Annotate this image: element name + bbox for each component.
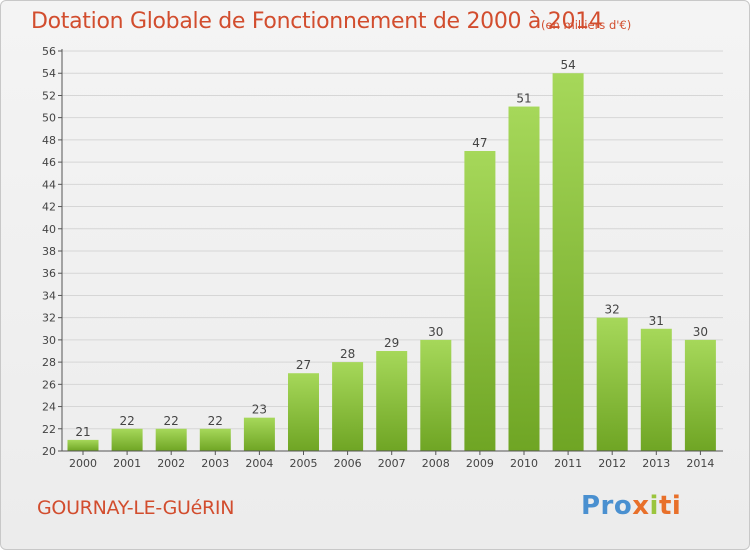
y-tick-label: 20	[42, 445, 56, 458]
bar-2007[interactable]	[376, 351, 408, 451]
y-tick-label: 46	[42, 156, 56, 169]
bar-2013[interactable]	[640, 328, 672, 451]
y-tick-label: 30	[42, 334, 56, 347]
y-tick-label: 50	[42, 112, 56, 125]
bar-2008[interactable]	[420, 339, 452, 451]
bar-2012[interactable]	[596, 317, 628, 451]
value-label: 22	[119, 414, 134, 428]
y-tick-label: 32	[42, 312, 56, 325]
bar-2000[interactable]	[67, 439, 99, 451]
chart-title: Dotation Globale de Fonctionnement de 20…	[31, 9, 603, 34]
x-tick-label: 2012	[598, 457, 626, 470]
bar-2001[interactable]	[111, 428, 143, 451]
x-tick-label: 2004	[245, 457, 273, 470]
value-label: 31	[649, 314, 664, 328]
x-tick-label: 2008	[422, 457, 450, 470]
x-tick-label: 2005	[290, 457, 318, 470]
x-tick-label: 2002	[157, 457, 185, 470]
bar-2009[interactable]	[464, 151, 496, 451]
x-tick-label: 2009	[466, 457, 494, 470]
bar-2011[interactable]	[552, 73, 584, 451]
x-tick-label: 2000	[69, 457, 97, 470]
bars	[67, 73, 716, 452]
commune-name: GOURNAY-LE-GUéRIN	[37, 497, 235, 519]
y-tick-label: 34	[42, 289, 56, 302]
bar-2003[interactable]	[199, 428, 231, 451]
x-tick-label: 2003	[201, 457, 229, 470]
y-tick-label: 22	[42, 423, 56, 436]
bar-2006[interactable]	[332, 362, 364, 451]
y-tick-label: 26	[42, 378, 56, 391]
proxiti-logo[interactable]: Proxiti	[581, 491, 681, 521]
value-label: 27	[296, 358, 311, 372]
y-tick-label: 42	[42, 201, 56, 214]
y-tick-label: 48	[42, 134, 56, 147]
value-label: 28	[340, 347, 355, 361]
y-axis-ticks: 20 22 24 26 28 30 32 34 36 38 40 42 44 46 48 50 52 54 56	[42, 45, 62, 458]
x-tick-label: 2010	[510, 457, 538, 470]
y-tick-label: 40	[42, 223, 56, 236]
value-labels: 21 22 22 22 23 27 28 29 30 47 51 54 32 31 30	[75, 58, 708, 439]
y-tick-label: 52	[42, 89, 56, 102]
bar-2005[interactable]	[288, 373, 319, 451]
value-label: 30	[428, 325, 443, 339]
x-tick-label: 2006	[334, 457, 362, 470]
value-label: 30	[693, 325, 708, 339]
y-tick-label: 28	[42, 356, 56, 369]
logo-part-1: Pro	[581, 491, 633, 521]
x-tick-label: 2011	[554, 457, 582, 470]
value-label: 51	[516, 92, 531, 106]
bar-2014[interactable]	[684, 339, 716, 451]
value-label: 22	[208, 414, 223, 428]
value-label: 21	[75, 425, 90, 439]
value-label: 23	[252, 403, 267, 417]
chart-unit: (en milliers d'€)	[541, 18, 632, 32]
value-label: 54	[560, 58, 575, 72]
value-label: 22	[164, 414, 179, 428]
logo-part-2: x	[632, 491, 650, 521]
y-tick-label: 36	[42, 267, 56, 280]
y-tick-label: 24	[42, 401, 56, 414]
x-tick-label: 2001	[113, 457, 141, 470]
x-axis-ticks: 2000 2001 2002 2003 2004 2005 2006 2007 2008 2009…	[69, 451, 714, 470]
logo-part-4: ti	[658, 491, 682, 521]
x-tick-label: 2014	[686, 457, 714, 470]
logo-part-3: i	[649, 491, 659, 521]
value-label: 29	[384, 336, 399, 350]
y-tick-label: 56	[42, 45, 56, 58]
y-tick-label: 54	[42, 67, 56, 80]
x-tick-label: 2013	[642, 457, 670, 470]
bar-2010[interactable]	[508, 106, 540, 452]
value-label: 32	[605, 303, 620, 317]
bar-2004[interactable]	[243, 417, 275, 451]
y-tick-label: 44	[42, 178, 56, 191]
bar-2002[interactable]	[155, 428, 187, 451]
y-tick-label: 38	[42, 245, 56, 258]
value-label: 47	[472, 136, 487, 150]
x-tick-label: 2007	[378, 457, 406, 470]
